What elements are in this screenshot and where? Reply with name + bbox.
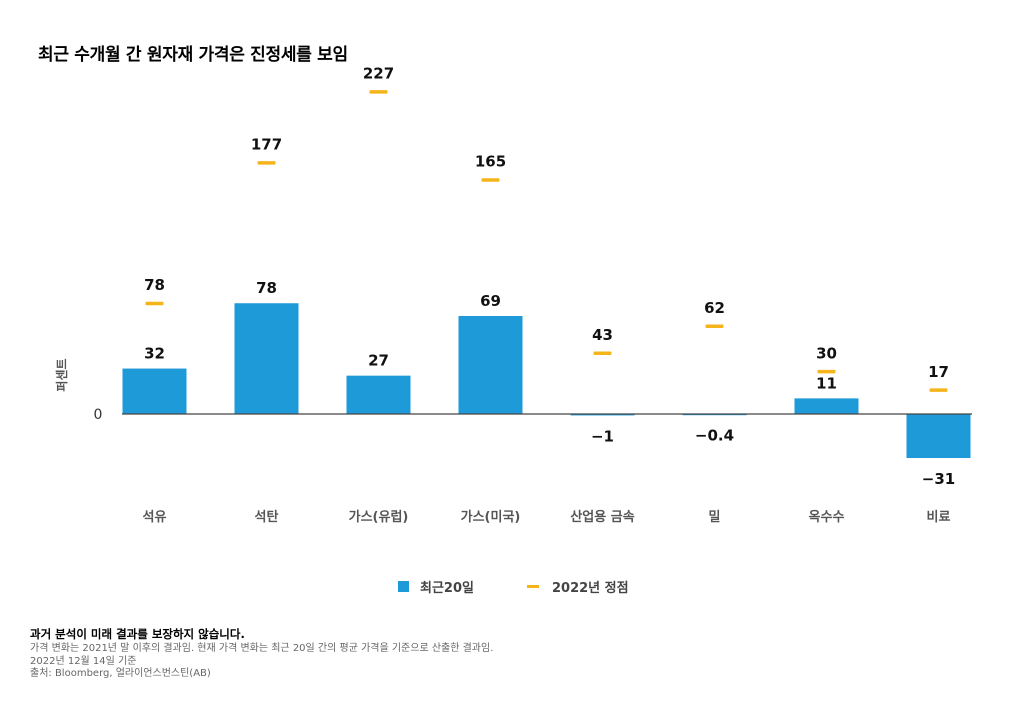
peak-value-label: 78 xyxy=(144,276,165,294)
footnotes: 과거 분석이 미래 결과를 보장하지 않습니다. 가격 변화는 2021년 말 … xyxy=(30,627,930,681)
category-label: 석탄 xyxy=(255,509,279,525)
peak-marker xyxy=(929,388,948,392)
bar-recent xyxy=(794,398,859,414)
bar-value-label: −31 xyxy=(922,470,955,488)
category-label: 석유 xyxy=(143,510,167,525)
peak-marker xyxy=(705,324,724,328)
peak-value-label: 30 xyxy=(816,344,837,362)
bar-value-label: 78 xyxy=(256,279,277,297)
peak-value-label: 43 xyxy=(592,326,613,344)
commodity-price-chart: 32 78 78 177 27 227 69 165 −1 43 −0.4 62 11 30 −31 17 석… xyxy=(54,65,972,525)
peak-value-label: 227 xyxy=(363,65,394,83)
peak-marker xyxy=(257,161,276,165)
category-label: 비료 xyxy=(927,510,951,525)
disclaimer: 과거 분석이 미래 결과를 보장하지 않습니다. xyxy=(30,627,245,641)
peak-value-label: 62 xyxy=(704,299,725,317)
bar-value-label: −1 xyxy=(591,427,614,445)
footnote-line: 출처: Bloomberg, 얼라이언스번스틴(AB) xyxy=(30,668,211,679)
legend-swatch-marker xyxy=(527,585,539,588)
bar-value-label: 11 xyxy=(816,374,837,392)
category-label: 가스(유럽) xyxy=(349,510,409,525)
y-tick-zero: 0 xyxy=(94,407,103,423)
chart-title: 최근 수개월 간 원자재 가격은 진정세를 보임 xyxy=(38,45,348,65)
legend: 최근20일 2022년 정점 xyxy=(0,577,1024,597)
bar-recent xyxy=(458,316,523,414)
legend-item-recent: 최근20일 xyxy=(398,577,474,596)
bar-recent xyxy=(906,414,971,459)
legend-label-recent: 최근20일 xyxy=(420,581,474,596)
legend-label-peak: 2022년 정점 xyxy=(552,581,629,596)
footnote-line: 가격 변화는 2021년 말 이후의 결과임. 현재 가격 변화는 최근 20일… xyxy=(30,643,494,654)
legend-swatch-bar xyxy=(398,581,409,592)
category-label: 가스(미국) xyxy=(461,509,521,525)
bar-value-label: 32 xyxy=(144,345,165,363)
peak-marker xyxy=(481,178,500,182)
bar-recent xyxy=(346,375,411,414)
bar-recent xyxy=(234,303,299,414)
y-axis-label: 퍼센트 xyxy=(54,358,69,391)
peak-marker xyxy=(593,351,612,355)
peak-value-label: 17 xyxy=(928,363,949,381)
bar-recent xyxy=(122,368,187,414)
peak-marker xyxy=(369,90,388,94)
bar-recent xyxy=(570,414,635,416)
peak-value-label: 177 xyxy=(251,136,282,154)
peak-marker xyxy=(817,369,836,374)
peak-marker xyxy=(145,301,164,306)
category-label: 옥수수 xyxy=(809,509,845,525)
legend-item-peak: 2022년 정점 xyxy=(527,577,629,596)
footnote-line: 2022년 12월 14일 기준 xyxy=(30,655,137,667)
bar-value-label: 27 xyxy=(368,352,389,370)
bar-value-label: −0.4 xyxy=(695,427,734,445)
bar-value-label: 69 xyxy=(480,292,501,310)
peak-value-label: 165 xyxy=(475,153,506,171)
category-label: 산업용 금속 xyxy=(570,509,634,525)
category-label: 밀 xyxy=(709,510,721,525)
